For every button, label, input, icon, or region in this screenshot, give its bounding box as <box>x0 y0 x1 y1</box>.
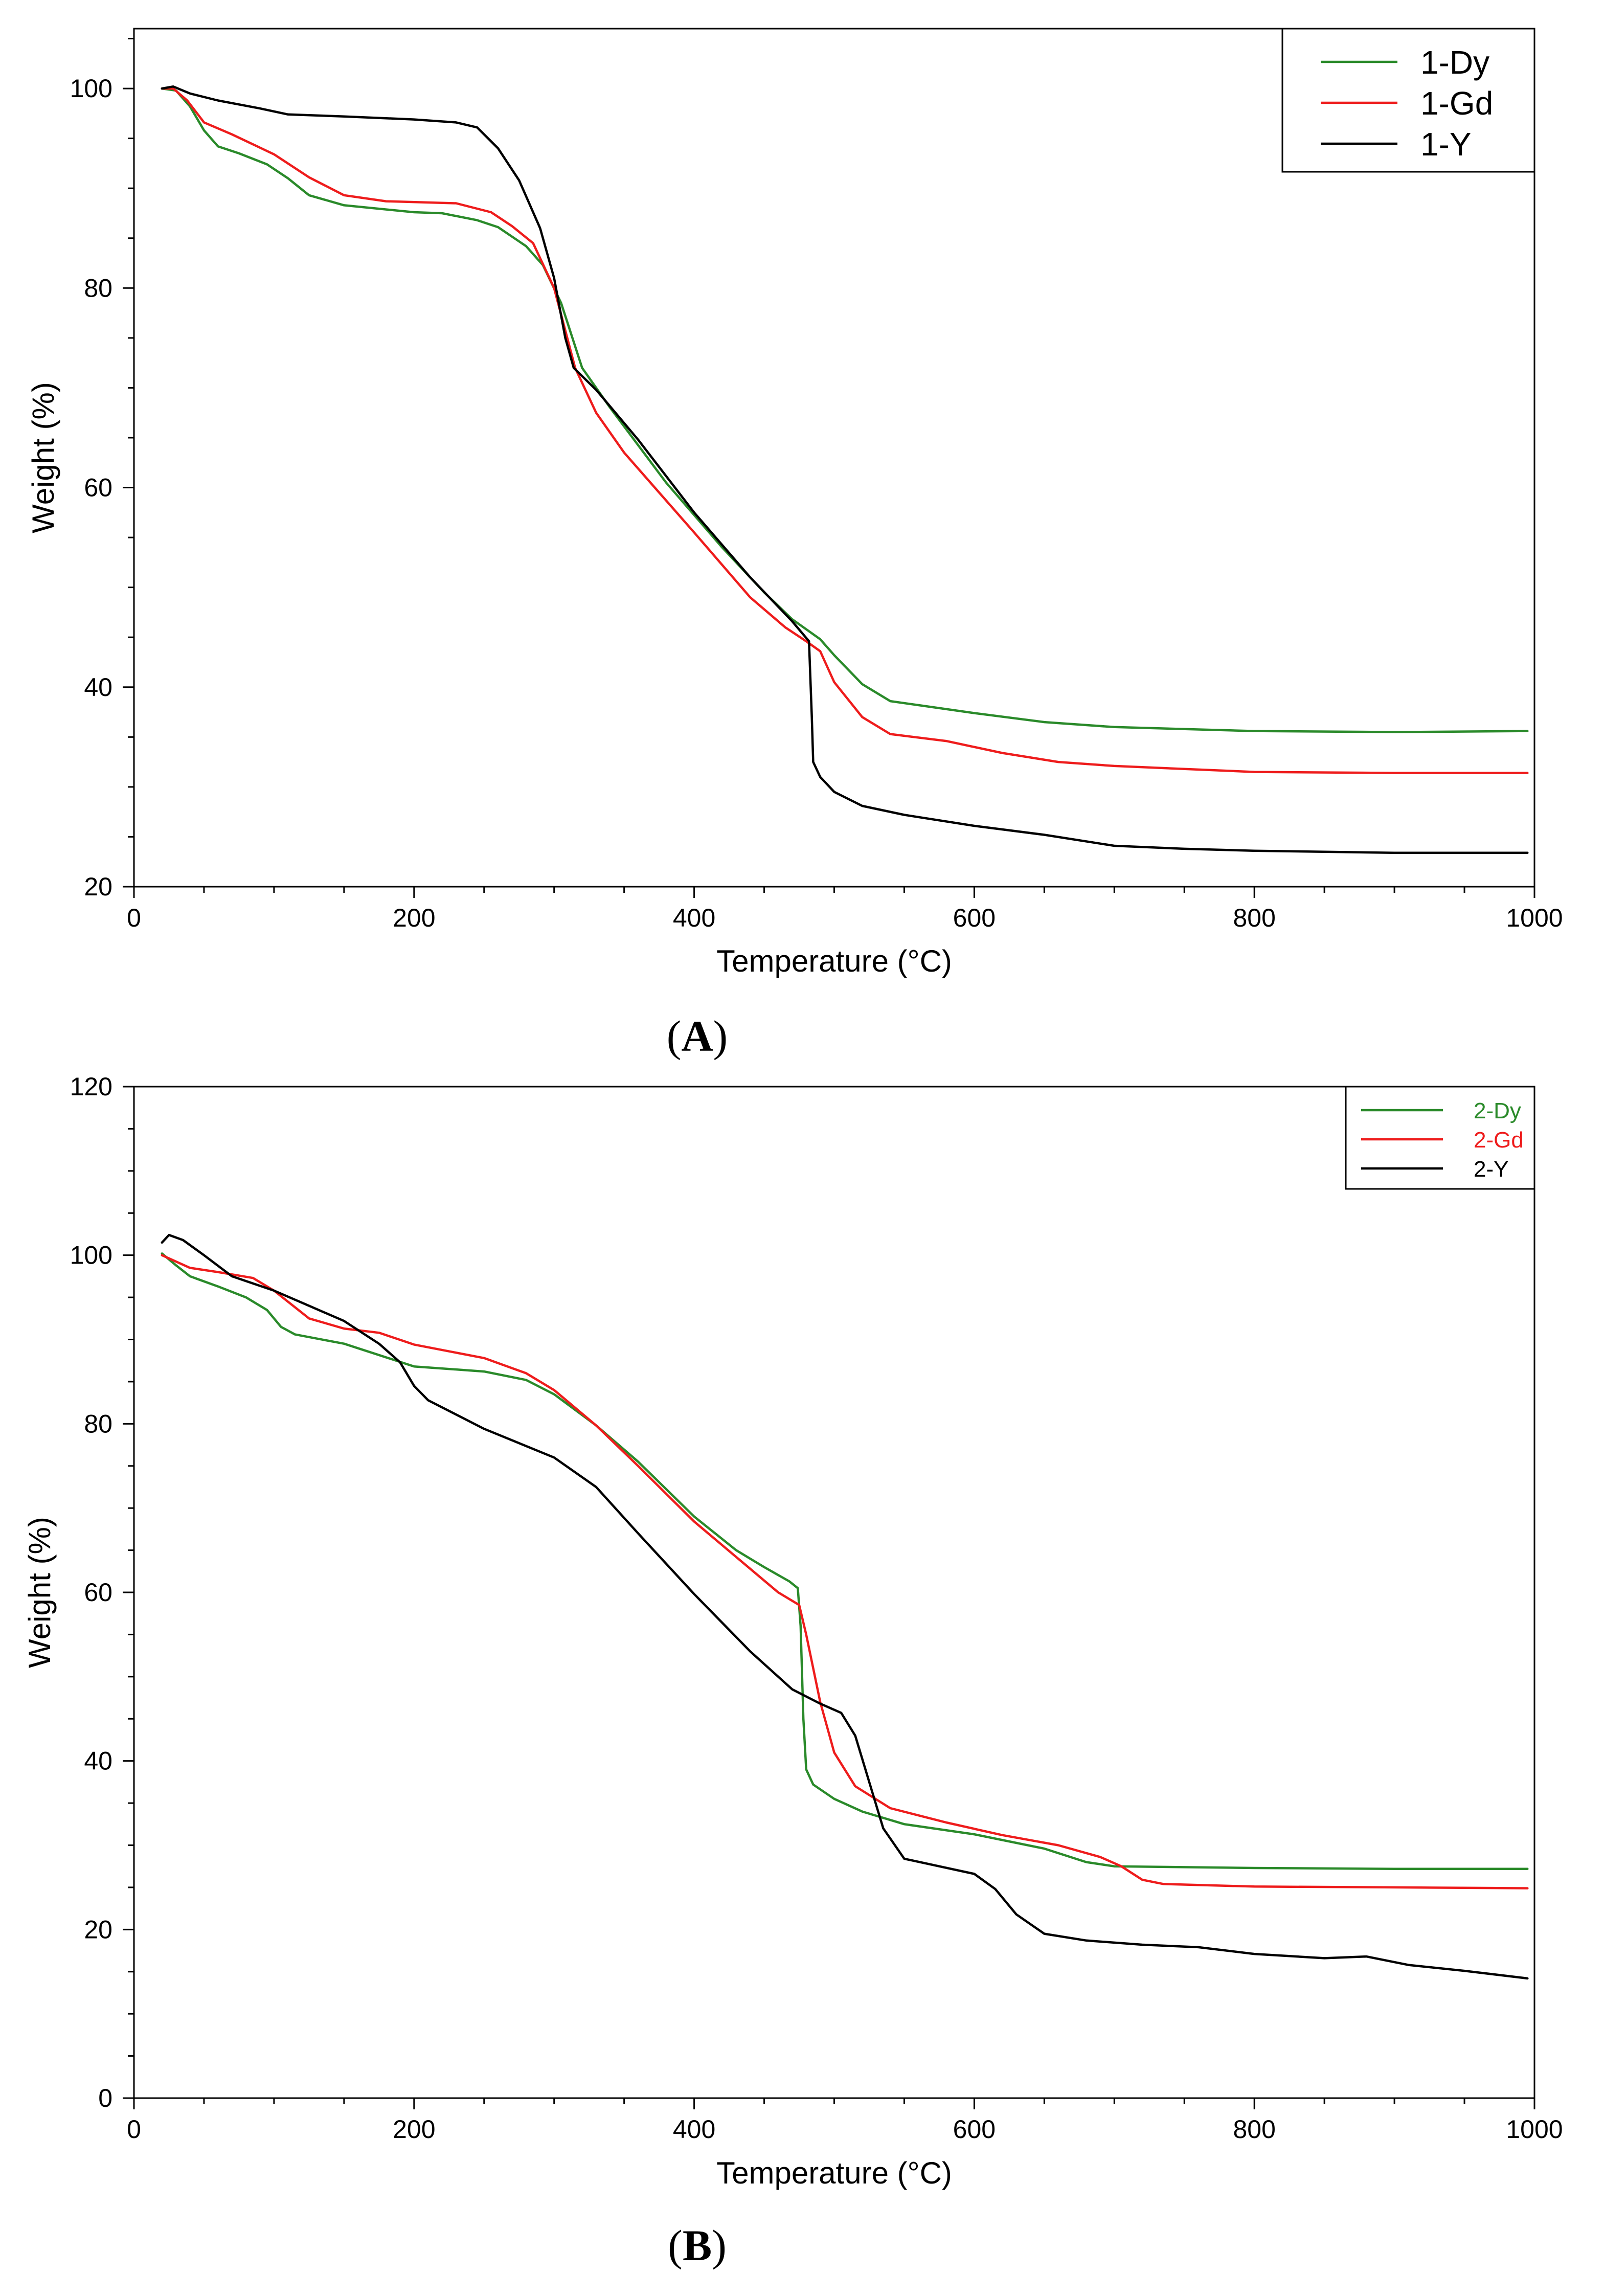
legend-label: 2-Y <box>1474 1157 1508 1182</box>
y-axis-label: Weight (%) <box>22 1517 57 1668</box>
y-axis-label: Weight (%) <box>26 382 60 533</box>
series-line-1-gd <box>161 87 1529 774</box>
x-tick-label: 0 <box>127 904 141 932</box>
legend: 1-Dy 1-Gd 1-Y <box>1281 28 1535 173</box>
legend-box <box>1281 28 1535 173</box>
x-tick-label: 600 <box>953 2115 996 2144</box>
x-axis-label: Temperature (°C) <box>716 2156 952 2190</box>
x-tick-label: 1000 <box>1506 2115 1563 2144</box>
x-tick-label: 200 <box>393 904 435 932</box>
x-tick-label: 800 <box>1233 904 1275 932</box>
panel-label-letter: B <box>683 2221 712 2270</box>
series-line-1-dy <box>161 87 1529 733</box>
x-tick-label: 1000 <box>1506 904 1563 932</box>
y-tick-label: 80 <box>84 274 112 302</box>
y-tick-label: 40 <box>84 673 112 702</box>
y-tick-label: 100 <box>70 1241 112 1270</box>
series-line-1-y <box>161 85 1529 854</box>
legend-label: 2-Gd <box>1474 1128 1524 1153</box>
x-tick-label: 400 <box>673 2115 715 2144</box>
x-tick-label: 800 <box>1233 2115 1275 2144</box>
legend-label: 1-Y <box>1420 126 1472 163</box>
x-tick-label: 200 <box>393 2115 435 2144</box>
y-tick-label: 60 <box>84 474 112 502</box>
y-tick-label: 80 <box>84 1409 112 1438</box>
x-tick-label: 0 <box>127 2115 141 2144</box>
y-tick-label: 20 <box>84 1915 112 1944</box>
legend-label: 2-Dy <box>1474 1098 1521 1123</box>
legend-label: 1-Gd <box>1420 85 1493 122</box>
panel-label: (B) <box>668 2221 727 2270</box>
x-axis-label: Temperature (°C) <box>716 944 952 978</box>
y-tick-label: 100 <box>70 74 112 103</box>
series-line-2-dy <box>161 1252 1529 1870</box>
y-tick-label: 40 <box>84 1747 112 1775</box>
series-line-2-gd <box>161 1254 1529 1889</box>
x-tick-label: 600 <box>953 904 996 932</box>
y-tick-label: 0 <box>98 2084 112 2112</box>
x-tick-label: 400 <box>673 904 715 932</box>
panel-label-close: ) <box>712 2221 727 2270</box>
legend-box <box>1345 1086 1535 1190</box>
legend-label: 1-Dy <box>1420 44 1489 81</box>
chart-panel-b: 0 200 400 600 800 1000 0 20 40 60 80 100 120 Temperat… <box>22 1072 1563 2270</box>
panel-label-open: ( <box>668 2221 683 2270</box>
panel-label-letter: A <box>681 1011 713 1061</box>
panel-label-close: ) <box>713 1011 728 1061</box>
legend: 2-Dy 2-Gd 2-Y <box>1345 1086 1535 1190</box>
y-tick-label: 120 <box>70 1072 112 1101</box>
y-tick-label: 60 <box>84 1578 112 1607</box>
series-line-2-y <box>161 1233 1529 1980</box>
panel-label: (A) <box>667 1011 728 1061</box>
panel-label-open: ( <box>667 1011 682 1061</box>
chart-panel-a: 0 200 400 600 800 1000 20 40 60 80 100 Temperature … <box>26 28 1563 1061</box>
y-tick-label: 20 <box>84 872 112 901</box>
